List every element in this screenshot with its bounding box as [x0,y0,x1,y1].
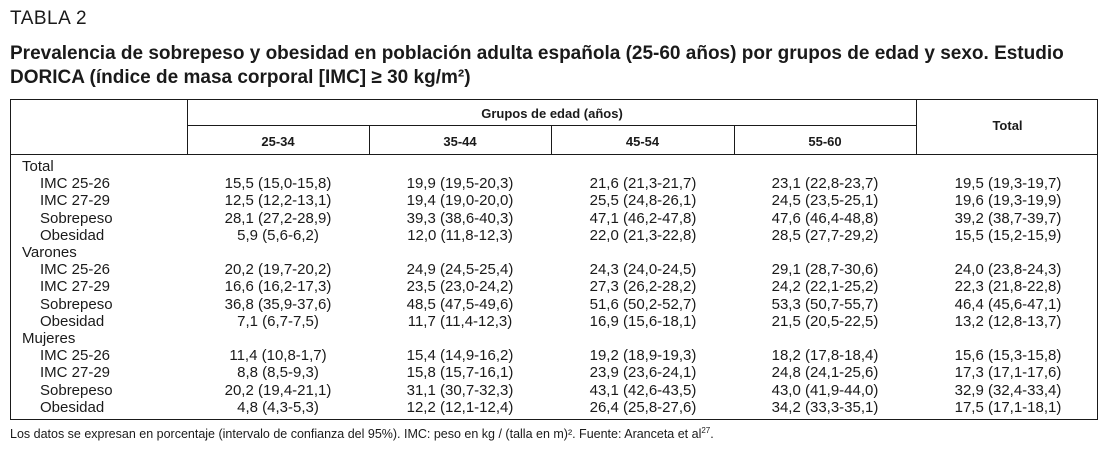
value-cell: 29,1 (28,7-30,6) [771,261,879,279]
total-cell: 15,5 (15,2-15,9) [954,226,1062,244]
total-cell: 32,9 (32,4-33,4) [954,381,1062,399]
value-cell: 34,2 (33,3-35,1) [771,398,879,416]
divider-label-col [187,99,188,154]
value-cell: 24,3 (24,0-24,5) [589,261,697,279]
row-label: Obesidad [40,312,105,330]
value-cell: 8,8 (8,5-9,3) [237,364,319,382]
section-label: Varones [22,244,77,261]
value-cell: 39,3 (38,6-40,3) [406,209,514,227]
table-number: TABLA 2 [10,8,88,29]
section-label: Mujeres [22,330,76,347]
divider-total-col [916,99,917,154]
value-cell: 19,4 (19,0-20,0) [406,192,514,210]
value-cell: 16,9 (15,6-18,1) [589,312,697,330]
value-cell: 22,0 (21,3-22,8) [589,226,697,244]
footnote-end: . [710,427,714,441]
total-cell: 19,5 (19,3-19,7) [954,175,1062,193]
value-cell: 11,4 (10,8-1,7) [229,347,327,365]
value-cell: 24,8 (24,1-25,6) [771,364,879,382]
row-label: IMC 27-29 [40,364,111,382]
value-cell: 20,2 (19,4-21,1) [224,381,332,399]
column-header-total: Total [992,118,1023,133]
value-cell: 47,1 (46,2-47,8) [589,209,697,227]
value-cell: 43,0 (41,9-44,0) [771,381,879,399]
value-cell: 23,1 (22,8-23,7) [771,175,879,193]
row-label: IMC 27-29 [40,278,111,296]
row-label: Obesidad [40,226,105,244]
value-cell: 18,2 (17,8-18,4) [771,347,879,365]
total-cell: 39,2 (38,7-39,7) [954,209,1062,227]
column-header-age-4: 55-60 [808,134,842,149]
total-cell: 13,2 (12,8-13,7) [954,312,1062,330]
value-cell: 24,9 (24,5-25,4) [406,261,514,279]
row-label: IMC 25-26 [40,175,111,193]
total-cell: 22,3 (21,8-22,8) [954,278,1062,296]
value-cell: 23,9 (23,6-24,1) [589,364,697,382]
caption-line-2: DORICA (índice de masa corporal [IMC] ≥ … [10,67,471,88]
column-header-age-2: 35-44 [443,134,477,149]
value-cell: 15,5 (15,0-15,8) [224,175,332,193]
section-label: Total [22,158,54,175]
value-cell: 4,8 (4,3-5,3) [237,398,319,416]
header-bottom-rule [10,154,1098,155]
row-label: Sobrepeso [40,295,113,313]
value-cell: 11,7 (11,4-12,3) [407,312,513,330]
row-label: Sobrepeso [40,381,113,399]
value-cell: 16,6 (16,2-17,3) [224,278,332,296]
column-header-age-1: 25-34 [261,134,295,149]
value-cell: 28,5 (27,7-29,2) [771,226,879,244]
table-caption: Prevalencia de sobrepeso y obesidad en p… [10,42,1100,90]
total-cell: 17,5 (17,1-18,1) [954,398,1062,416]
footnote-text: Los datos se expresan en porcentaje (int… [10,427,702,441]
row-label: IMC 25-26 [40,261,111,279]
group-header-underline [187,125,917,126]
value-cell: 5,9 (5,6-6,2) [237,226,319,244]
total-cell: 15,6 (15,3-15,8) [954,347,1062,365]
value-cell: 51,6 (50,2-52,7) [589,295,697,313]
value-cell: 48,5 (47,5-49,6) [406,295,514,313]
value-cell: 36,8 (35,9-37,6) [224,295,332,313]
value-cell: 15,4 (14,9-16,2) [406,347,514,365]
value-cell: 43,1 (42,6-43,5) [589,381,697,399]
value-cell: 31,1 (30,7-32,3) [406,381,514,399]
value-cell: 19,2 (18,9-19,3) [589,347,697,365]
value-cell: 25,5 (24,8-26,1) [589,192,697,210]
total-cell: 19,6 (19,3-19,9) [954,192,1062,210]
row-label: Obesidad [40,398,105,416]
row-label: IMC 27-29 [40,192,111,210]
value-cell: 21,6 (21,3-21,7) [589,175,697,193]
table-frame [10,99,1098,420]
group-header: Grupos de edad (años) [481,106,623,121]
divider-col-3 [734,125,735,154]
value-cell: 53,3 (50,7-55,7) [771,295,879,313]
row-label: Sobrepeso [40,209,113,227]
value-cell: 12,0 (11,8-12,3) [407,226,513,244]
value-cell: 27,3 (26,2-28,2) [589,278,697,296]
total-cell: 24,0 (23,8-24,3) [954,261,1062,279]
column-header-age-3: 45-54 [625,134,660,149]
caption-line-1: Prevalencia de sobrepeso y obesidad en p… [10,43,1064,64]
value-cell: 7,1 (6,7-7,5) [237,312,319,330]
value-cell: 19,9 (19,5-20,3) [406,175,514,193]
value-cell: 24,2 (22,1-25,2) [771,278,879,296]
value-cell: 12,2 (12,1-12,4) [406,398,514,416]
value-cell: 23,5 (23,0-24,2) [406,278,514,296]
value-cell: 28,1 (27,2-28,9) [224,209,332,227]
divider-col-1 [369,125,370,154]
value-cell: 20,2 (19,7-20,2) [224,261,332,279]
row-label: IMC 25-26 [40,347,111,365]
value-cell: 47,6 (46,4-48,8) [771,209,879,227]
total-cell: 17,3 (17,1-17,6) [954,364,1062,382]
value-cell: 24,5 (23,5-25,1) [771,192,879,210]
value-cell: 21,5 (20,5-22,5) [771,312,879,330]
footnote-reference: 27 [701,425,711,435]
value-cell: 26,4 (25,8-27,6) [589,398,697,416]
divider-col-2 [551,125,552,154]
value-cell: 12,5 (12,2-13,1) [224,192,332,210]
total-cell: 46,4 (45,6-47,1) [954,295,1062,313]
table-footnote: Los datos se expresan en porcentaje (int… [10,425,714,441]
value-cell: 15,8 (15,7-16,1) [406,364,514,382]
